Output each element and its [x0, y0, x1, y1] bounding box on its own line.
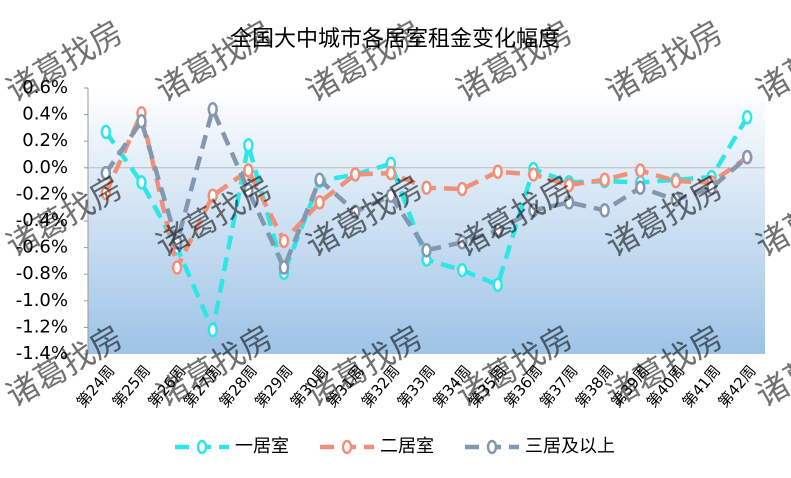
- data-point: [563, 177, 575, 193]
- data-point: [100, 124, 112, 140]
- y-tick-label: -0.8%: [16, 263, 68, 284]
- data-point: [385, 165, 397, 181]
- legend-marker: [341, 439, 353, 455]
- y-tick-label: 0.2%: [22, 130, 68, 151]
- legend-label: 二居室: [380, 436, 434, 457]
- y-tick-label: 0.6%: [22, 77, 68, 98]
- data-point: [136, 175, 147, 190]
- data-point: [492, 277, 504, 293]
- data-point: [741, 110, 753, 125]
- data-point: [528, 167, 539, 182]
- data-point: [421, 180, 432, 195]
- data-point: [349, 204, 361, 219]
- data-point: [243, 137, 254, 153]
- y-tick-label: -1.2%: [16, 316, 68, 337]
- data-point: [207, 322, 218, 338]
- data-point: [207, 102, 218, 117]
- x-tick-label: 第25周: [109, 362, 154, 411]
- data-point: [100, 185, 112, 201]
- data-point: [456, 262, 468, 278]
- data-point: [171, 235, 183, 250]
- data-point: [599, 172, 610, 188]
- data-point: [492, 164, 504, 180]
- data-point: [349, 167, 361, 182]
- chart-title: 全国大中城市各居室租金变化幅度: [230, 27, 560, 52]
- data-point: [670, 192, 682, 207]
- legend-label: 一居室: [235, 436, 289, 457]
- y-tick-label: -1.4%: [16, 343, 68, 364]
- data-point: [278, 233, 290, 249]
- data-point: [599, 203, 610, 218]
- y-tick-label: -0.6%: [16, 237, 68, 258]
- data-point: [100, 165, 112, 181]
- y-tick-label: 0.4%: [22, 104, 68, 125]
- data-point: [635, 180, 646, 195]
- data-point: [456, 181, 468, 197]
- data-point: [492, 223, 504, 238]
- data-point: [243, 183, 254, 198]
- data-point: [171, 260, 183, 275]
- data-point: [563, 195, 575, 210]
- data-point: [421, 243, 432, 258]
- data-point: [314, 195, 325, 210]
- data-point: [456, 235, 468, 250]
- data-point: [136, 114, 147, 129]
- data-point: [741, 149, 753, 165]
- data-point: [278, 260, 290, 275]
- legend-label: 三居及以上: [525, 436, 615, 457]
- data-point: [207, 188, 218, 203]
- y-tick-label: 0.0%: [22, 157, 68, 178]
- data-point: [314, 172, 325, 188]
- y-tick-label: -1.0%: [16, 290, 68, 311]
- data-point: [670, 173, 682, 189]
- data-point: [635, 163, 646, 178]
- y-tick-label: -0.2%: [16, 183, 68, 204]
- x-tick-label: 第29周: [251, 362, 296, 411]
- data-point: [385, 188, 397, 203]
- x-tick-label: 第33周: [394, 362, 439, 411]
- data-point: [706, 180, 717, 195]
- data-point: [243, 163, 254, 178]
- legend-marker: [486, 439, 498, 455]
- legend-marker: [196, 439, 208, 455]
- data-point: [528, 203, 539, 218]
- y-tick-label: -0.4%: [16, 210, 68, 231]
